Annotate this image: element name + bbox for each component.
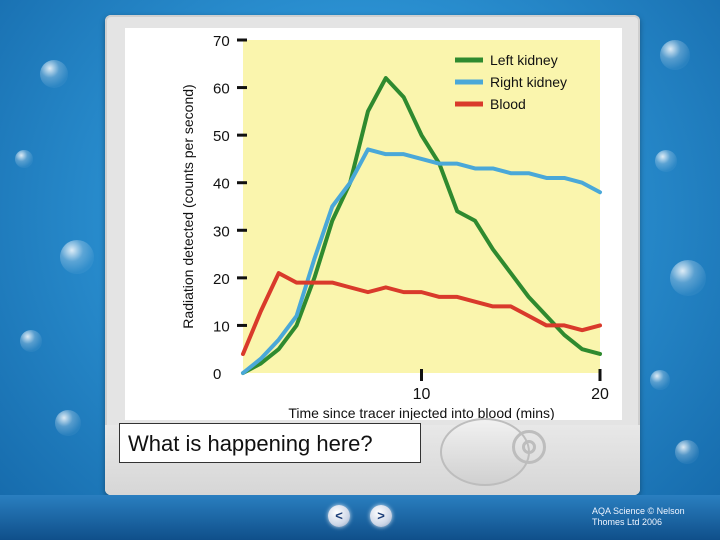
water-drop: [20, 330, 42, 352]
legend-label: Right kidney: [490, 74, 567, 90]
x-tick-label: 10: [413, 386, 431, 403]
y-tick-label: 30: [213, 223, 230, 240]
y-axis-label: Radiation detected (counts per second): [180, 84, 196, 328]
plot-area: [243, 40, 600, 373]
legend-label: Blood: [490, 96, 526, 112]
y-tick-label: 40: [213, 176, 230, 193]
legend-label: Left kidney: [490, 52, 558, 68]
copyright-credit: AQA Science © Nelson Thomes Ltd 2006: [592, 506, 685, 528]
credit-line-2: Thomes Ltd 2006: [592, 517, 663, 527]
water-drop: [655, 150, 677, 172]
y-tick-label: 50: [213, 128, 230, 145]
series-line: [241, 76, 602, 375]
y-tick-label: 0: [213, 366, 221, 383]
y-tick-label: 70: [213, 33, 230, 50]
x-tick-label: 20: [591, 386, 609, 403]
water-drop: [60, 240, 94, 274]
credit-line-1: AQA Science © Nelson: [592, 506, 685, 516]
x-axis-label: Time since tracer injected into blood (m…: [288, 405, 554, 420]
series-line: [241, 271, 602, 356]
water-drop: [650, 370, 670, 390]
power-button-icon: [512, 430, 546, 464]
previous-button[interactable]: <: [328, 505, 350, 527]
next-button[interactable]: >: [370, 505, 392, 527]
chart-screen: 0 10 20 30 40 50 60 70 10 20 Time since tracer inj…: [125, 28, 622, 420]
y-tick-label: 20: [213, 271, 230, 288]
water-drop: [15, 150, 33, 168]
y-tick-label: 60: [213, 81, 230, 98]
water-drop: [675, 440, 699, 464]
water-drop: [40, 60, 68, 88]
water-drop: [660, 40, 690, 70]
footer-bar: [0, 495, 720, 540]
series-line: [241, 147, 602, 375]
chart-canvas: 0 10 20 30 40 50 60 70 10 20 Time since tracer inj…: [180, 33, 609, 420]
water-drop: [670, 260, 706, 296]
water-drop: [55, 410, 81, 436]
y-tick-label: 10: [213, 318, 230, 335]
question-box: What is happening here?: [119, 423, 421, 463]
